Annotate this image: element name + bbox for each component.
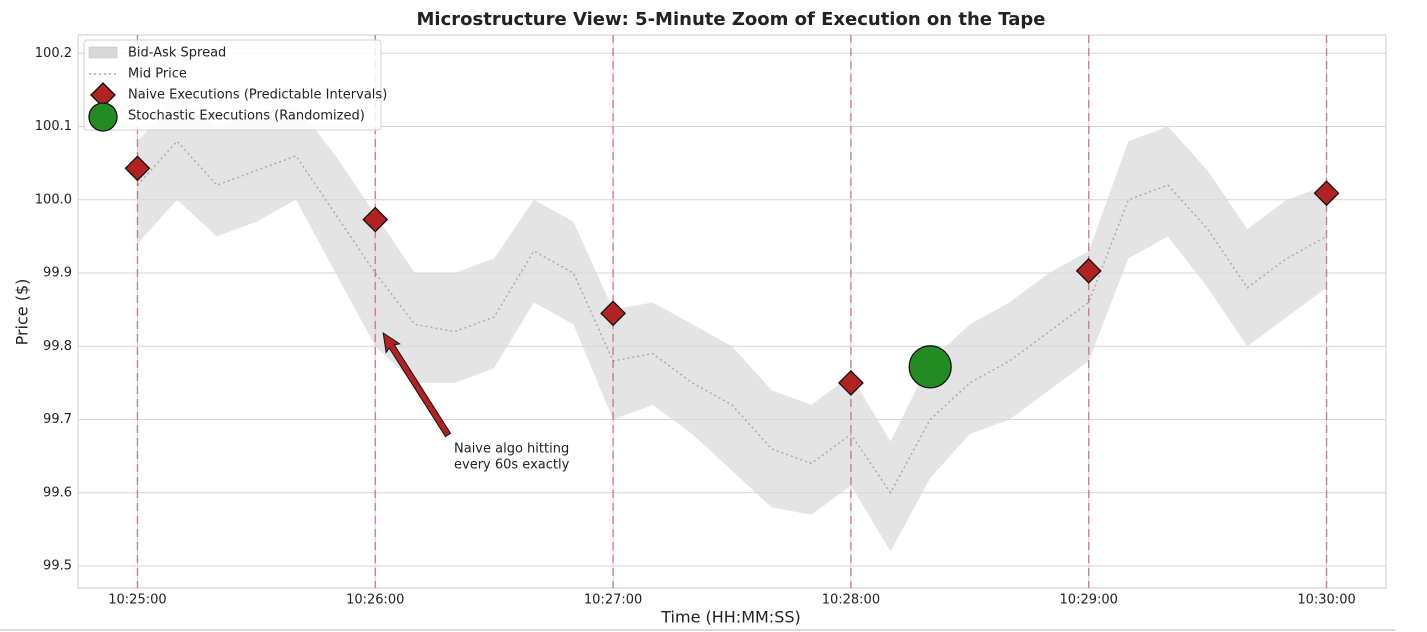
x-tick-label: 10:28:00: [822, 593, 880, 608]
x-axis-label: Time (HH:MM:SS): [660, 608, 801, 627]
x-tick-label: 10:27:00: [584, 593, 642, 608]
legend-label: Bid-Ask Spread: [128, 46, 226, 61]
mid-line: [136, 140, 1327, 495]
y-tick-label: 100.2: [35, 46, 72, 61]
y-tick-label: 99.7: [43, 412, 72, 427]
x-tick-label: 10:26:00: [346, 593, 404, 608]
x-tick-label: 10:29:00: [1060, 593, 1118, 608]
stochastic-marker: [908, 345, 952, 389]
chart-title: Microstructure View: 5-Minute Zoom of Ex…: [417, 9, 1046, 30]
y-axis-label: Price ($): [13, 279, 32, 346]
y-tick-label: 99.6: [43, 485, 72, 500]
legend-label: Naive Executions (Predictable Intervals): [128, 88, 387, 103]
legend-label: Stochastic Executions (Randomized): [128, 109, 365, 124]
naive-marker: [600, 300, 627, 327]
legend-swatch: [88, 46, 118, 59]
spread-band: [137, 97, 1327, 552]
naive-marker: [124, 155, 151, 182]
y-tick-label: 99.8: [43, 339, 72, 354]
naive-marker: [1075, 257, 1102, 284]
naive-marker: [362, 206, 389, 233]
y-tick-label: 99.9: [43, 266, 72, 281]
x-tick-label: 10:30:00: [1297, 593, 1355, 608]
y-tick-label: 100.0: [35, 192, 72, 207]
y-tick-label: 99.5: [43, 559, 72, 574]
annotation-arrow: [382, 331, 452, 438]
legend-swatch: [88, 102, 118, 132]
annotation-text: Naive algo hitting: [454, 442, 569, 457]
legend: Bid-Ask Spread Mid Price Naive Executions …: [83, 39, 387, 132]
legend-box: [83, 39, 382, 131]
annotation-text: every 60s exactly: [454, 458, 570, 473]
x-tick-label: 10:25:00: [108, 593, 166, 608]
y-tick-label: 100.1: [35, 119, 72, 134]
naive-marker: [1313, 180, 1340, 207]
arrow-shape: [382, 331, 452, 438]
naive-marker: [837, 369, 864, 396]
legend-label: Mid Price: [128, 67, 187, 82]
